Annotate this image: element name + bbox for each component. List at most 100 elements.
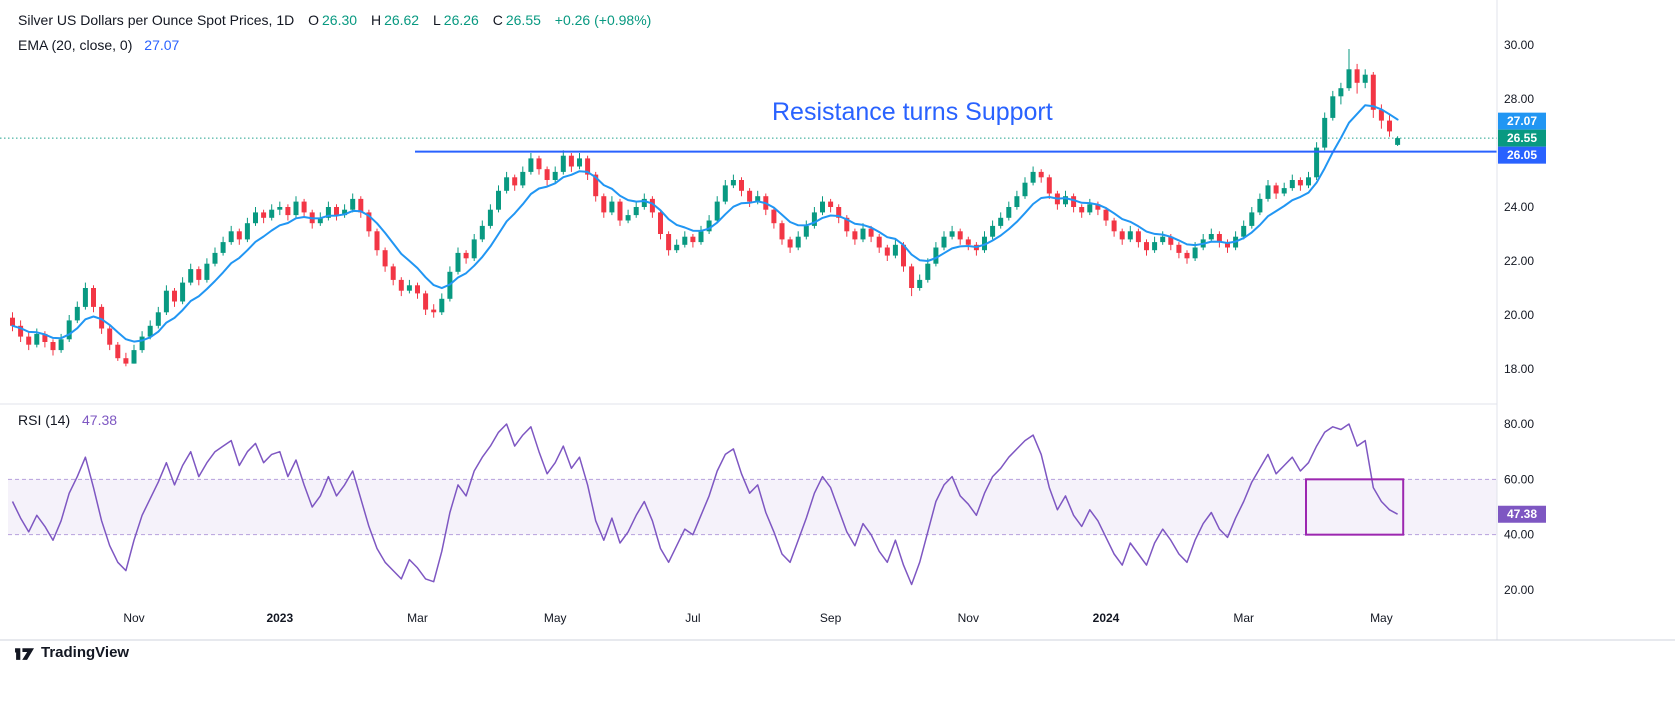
candle-body xyxy=(1038,171,1044,178)
price-scale[interactable]: 30.0028.0026.0024.0022.0020.0018.0027.07… xyxy=(1498,38,1546,376)
ohlc-low-key: L xyxy=(433,12,441,28)
candle-body xyxy=(34,333,40,345)
candle-body xyxy=(293,201,299,216)
candle-body xyxy=(1297,180,1303,186)
rsi-legend-row[interactable]: RSI (14) 47.38 xyxy=(18,412,117,428)
candle-body xyxy=(18,325,24,337)
candle-body xyxy=(1338,88,1344,97)
candle-body xyxy=(1395,138,1401,145)
candle-body xyxy=(496,190,501,210)
candle-body xyxy=(10,317,15,326)
candle-body xyxy=(325,207,331,218)
rsi-label-box xyxy=(1498,505,1546,523)
candle-body xyxy=(301,201,307,213)
candle-body xyxy=(423,293,429,310)
time-tick-label: May xyxy=(544,611,567,625)
candle-body xyxy=(674,244,680,251)
ema-line[interactable] xyxy=(11,104,1399,343)
candle-body xyxy=(1354,69,1360,83)
candle-body xyxy=(682,236,688,245)
candle-body xyxy=(641,198,647,207)
candle-body xyxy=(892,244,898,256)
time-tick-label: Nov xyxy=(123,611,144,625)
candle-body xyxy=(1265,185,1271,199)
candle-body xyxy=(1144,242,1149,251)
candle-body xyxy=(1208,234,1214,240)
candle-body xyxy=(155,312,161,326)
price-pane[interactable] xyxy=(0,49,1497,367)
candle-body xyxy=(1079,207,1085,213)
rsi-band xyxy=(8,479,1497,535)
rsi-highlight-box[interactable] xyxy=(1305,478,1405,536)
candle-body xyxy=(1257,198,1263,213)
candle-body xyxy=(26,336,32,345)
candle-body xyxy=(244,223,250,240)
candle-body xyxy=(261,212,267,218)
candle-body xyxy=(820,201,825,213)
candle-body xyxy=(779,223,785,240)
candle-body xyxy=(131,350,137,364)
ema-legend-row[interactable]: EMA (20, close, 0) 27.07 xyxy=(18,37,179,53)
ema-value: 27.07 xyxy=(144,37,180,53)
candle-body xyxy=(1006,207,1012,218)
candle-body xyxy=(909,266,915,288)
candle-body xyxy=(844,217,850,232)
annotation-text[interactable]: Resistance turns Support xyxy=(772,98,1053,126)
candle-body xyxy=(593,174,599,197)
price-label-box xyxy=(1498,129,1546,147)
candle-body xyxy=(982,236,987,251)
rsi-scale[interactable]: 80.00 60.00 40.00 20.00 47.38 xyxy=(1498,417,1546,597)
candle-body xyxy=(795,236,801,248)
candle-body xyxy=(1216,234,1222,243)
price-change: +0.26 (+0.98%) xyxy=(554,12,652,28)
candle-body xyxy=(342,209,348,216)
rsi-line[interactable] xyxy=(11,423,1398,586)
candle-body xyxy=(609,201,615,213)
candle-body xyxy=(350,198,356,210)
candle-body xyxy=(552,171,558,180)
ohlc-close-key: C xyxy=(492,12,503,28)
candle-body xyxy=(1168,236,1174,245)
candle-body xyxy=(1241,225,1247,237)
candle-body xyxy=(99,306,105,329)
rsi-pane[interactable] xyxy=(8,423,1497,586)
candle-body xyxy=(1119,231,1125,240)
candle-body xyxy=(990,225,996,237)
candle-body xyxy=(74,306,80,321)
candle-body xyxy=(285,207,291,216)
candle-body xyxy=(544,169,550,180)
candle-body xyxy=(382,250,388,267)
candle-body xyxy=(91,288,96,307)
footer-branding[interactable]: TradingView xyxy=(14,644,129,661)
candle-body xyxy=(1362,74,1368,83)
candle-body xyxy=(998,217,1004,226)
candle-body xyxy=(658,212,663,234)
candle-body xyxy=(1046,177,1052,194)
ema-label: EMA (20, close, 0) xyxy=(18,37,133,53)
candle-body xyxy=(1184,252,1190,259)
time-tick-label: Mar xyxy=(1233,611,1254,625)
time-scale[interactable]: Nov 2023 Mar May Jul Sep Nov 2024 Mar May xyxy=(123,611,1392,625)
candle-body xyxy=(1176,244,1182,253)
candle-body xyxy=(1111,220,1117,232)
candle-body xyxy=(884,247,890,256)
symbol-legend-row[interactable]: Silver US Dollars per Ounce Spot Prices,… xyxy=(18,12,651,28)
candle-body xyxy=(933,247,939,264)
candle-body xyxy=(1022,182,1028,197)
rsi-label-text: 47.38 xyxy=(1507,507,1537,521)
candle-body xyxy=(617,201,623,221)
price-tick-label: 24.00 xyxy=(1504,200,1534,214)
price-tick-label: 18.00 xyxy=(1504,362,1534,376)
candle-body xyxy=(471,239,477,259)
price-tick-label: 30.00 xyxy=(1504,38,1534,52)
candle-body xyxy=(1225,242,1230,248)
time-tick-label: Sep xyxy=(820,611,842,625)
candle-body xyxy=(771,209,777,224)
candle-body xyxy=(1192,247,1198,259)
time-tick-label: May xyxy=(1370,611,1393,625)
time-tick-label: 2024 xyxy=(1093,611,1120,625)
candle-body xyxy=(1346,69,1352,89)
candle-body xyxy=(690,236,696,243)
candle-body xyxy=(196,269,202,280)
